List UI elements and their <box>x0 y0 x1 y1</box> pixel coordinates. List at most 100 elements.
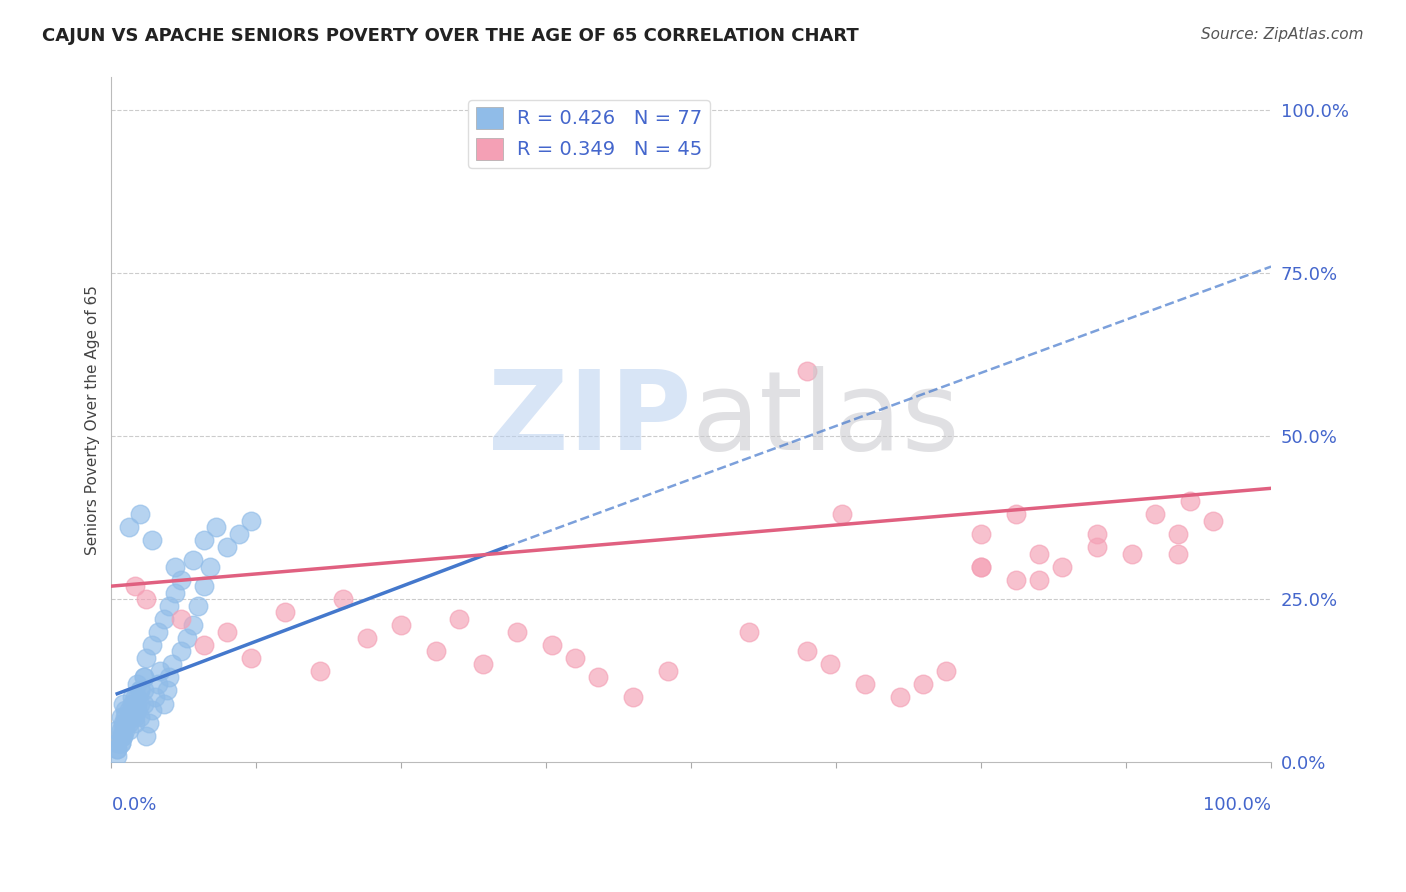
Point <box>309 664 332 678</box>
Point <box>1178 494 1201 508</box>
Point <box>132 670 155 684</box>
Point <box>118 723 141 737</box>
Point <box>796 364 818 378</box>
Point <box>1144 508 1167 522</box>
Point <box>204 520 226 534</box>
Point <box>105 736 128 750</box>
Point <box>105 748 128 763</box>
Point <box>124 709 146 723</box>
Point <box>129 697 152 711</box>
Point <box>124 690 146 704</box>
Point <box>449 612 471 626</box>
Point <box>239 651 262 665</box>
Point <box>149 664 172 678</box>
Point <box>124 703 146 717</box>
Point <box>165 559 187 574</box>
Point <box>193 533 215 548</box>
Point <box>176 632 198 646</box>
Point <box>1028 547 1050 561</box>
Point <box>125 703 148 717</box>
Point <box>111 729 134 743</box>
Point <box>1085 527 1108 541</box>
Point <box>193 638 215 652</box>
Point <box>1202 514 1225 528</box>
Point <box>217 624 239 639</box>
Point <box>1005 573 1028 587</box>
Text: atlas: atlas <box>692 367 960 474</box>
Point <box>889 690 911 704</box>
Point <box>110 736 132 750</box>
Point <box>138 716 160 731</box>
Point <box>657 664 679 678</box>
Point <box>146 624 169 639</box>
Point <box>541 638 564 652</box>
Point <box>146 677 169 691</box>
Point <box>121 690 143 704</box>
Point <box>124 716 146 731</box>
Point <box>738 624 761 639</box>
Point <box>621 690 644 704</box>
Point <box>114 716 136 731</box>
Point <box>141 533 163 548</box>
Point <box>853 677 876 691</box>
Point <box>187 599 209 613</box>
Point <box>820 657 842 672</box>
Point <box>114 723 136 737</box>
Point <box>239 514 262 528</box>
Point <box>152 612 174 626</box>
Point <box>181 553 204 567</box>
Point <box>912 677 935 691</box>
Point <box>389 618 412 632</box>
Point <box>135 729 157 743</box>
Point <box>141 638 163 652</box>
Point <box>170 573 193 587</box>
Point <box>970 527 993 541</box>
Point <box>152 697 174 711</box>
Text: CAJUN VS APACHE SENIORS POVERTY OVER THE AGE OF 65 CORRELATION CHART: CAJUN VS APACHE SENIORS POVERTY OVER THE… <box>42 27 859 45</box>
Text: Source: ZipAtlas.com: Source: ZipAtlas.com <box>1201 27 1364 42</box>
Point <box>831 508 853 522</box>
Point <box>165 585 187 599</box>
Point <box>471 657 494 672</box>
Point <box>129 508 152 522</box>
Text: ZIP: ZIP <box>488 367 692 474</box>
Point <box>1121 547 1143 561</box>
Point <box>129 683 152 698</box>
Point <box>121 709 143 723</box>
Legend: R = 0.426   N = 77, R = 0.349   N = 45: R = 0.426 N = 77, R = 0.349 N = 45 <box>468 100 710 168</box>
Text: 100.0%: 100.0% <box>1204 797 1271 814</box>
Point <box>135 651 157 665</box>
Point <box>181 618 204 632</box>
Point <box>110 723 132 737</box>
Point <box>132 683 155 698</box>
Point <box>114 703 136 717</box>
Point <box>118 716 141 731</box>
Point <box>114 709 136 723</box>
Point <box>111 729 134 743</box>
Point <box>935 664 957 678</box>
Point <box>110 729 132 743</box>
Point <box>356 632 378 646</box>
Point <box>111 697 134 711</box>
Point <box>125 697 148 711</box>
Point <box>121 697 143 711</box>
Point <box>135 592 157 607</box>
Point <box>111 716 134 731</box>
Point <box>1167 527 1189 541</box>
Text: 0.0%: 0.0% <box>111 797 157 814</box>
Point <box>332 592 354 607</box>
Point <box>105 742 128 756</box>
Point <box>170 612 193 626</box>
Point <box>1052 559 1074 574</box>
Point <box>588 670 610 684</box>
Point <box>160 657 183 672</box>
Point <box>118 709 141 723</box>
Point <box>796 644 818 658</box>
Point <box>156 683 179 698</box>
Point <box>193 579 215 593</box>
Point <box>114 716 136 731</box>
Point <box>129 709 152 723</box>
Point <box>1167 547 1189 561</box>
Point <box>1005 508 1028 522</box>
Point <box>121 703 143 717</box>
